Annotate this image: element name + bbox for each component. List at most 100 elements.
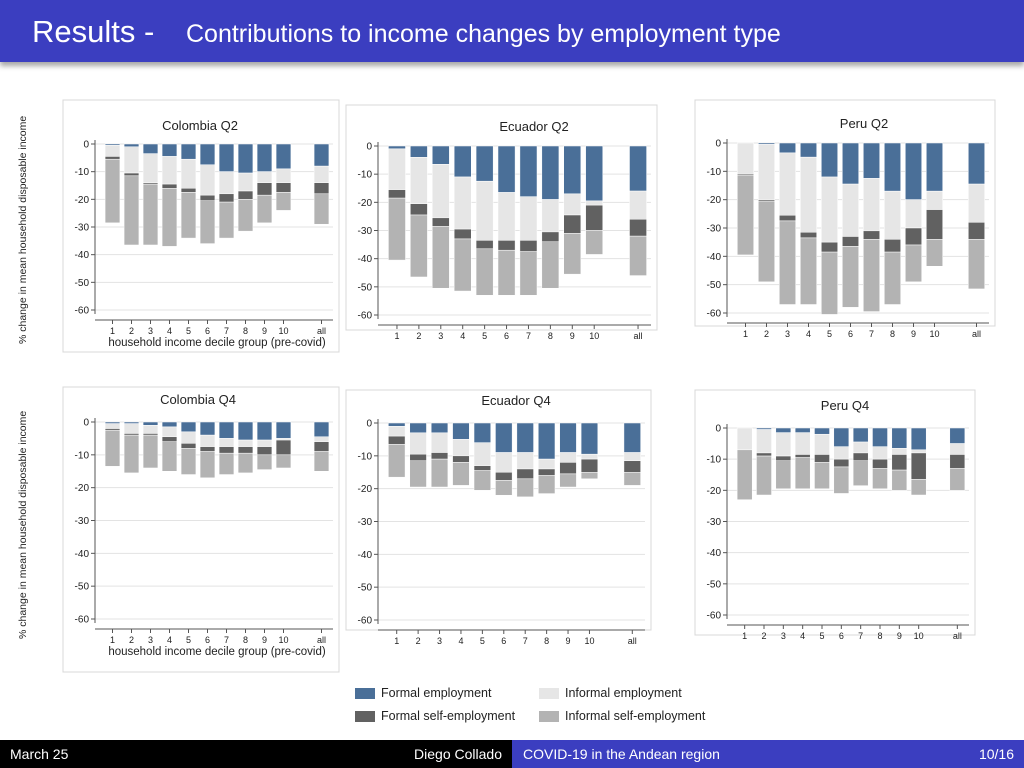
y-tick-label: -50: [75, 278, 90, 289]
bar-segment-formal-employment: [142, 143, 159, 154]
x-tick-label: 2: [416, 636, 421, 646]
bar-segment-informal-employment: [409, 432, 427, 455]
bar-segment-formal-employment: [563, 145, 582, 195]
x-tick-label: 10: [929, 329, 939, 339]
bar-segment-formal-employment: [475, 145, 494, 182]
y-tick-label: -60: [358, 311, 373, 322]
x-tick-label: 2: [129, 326, 134, 336]
bar-segment-formal-employment: [161, 143, 178, 157]
bar-segment-formal-employment: [794, 427, 811, 433]
bar-segment-informal-employment: [629, 190, 647, 220]
bar-segment-informal-employment: [905, 199, 922, 229]
bar-segment-formal-employment: [516, 422, 534, 453]
bar-segment-formal-self-employment: [559, 462, 577, 475]
bar-segment-formal-self-employment: [180, 188, 197, 193]
bar-segment-formal-self-employment: [842, 236, 859, 247]
bar-segment-formal-self-employment: [800, 232, 817, 239]
bar-segment-informal-self-employment: [541, 241, 560, 289]
bar-segment-formal-employment: [495, 422, 513, 453]
bar-segment-informal-self-employment: [968, 239, 985, 290]
bar-segment-informal-employment: [313, 165, 330, 183]
legend: Formal employment Informal employment Fo…: [352, 682, 732, 732]
y-tick-label: -50: [358, 282, 373, 293]
bar-segment-formal-employment: [199, 143, 216, 165]
legend-swatch-formal-employment: [355, 687, 375, 699]
y-tick-label: -50: [75, 582, 90, 593]
legend-label: Formal employment: [381, 686, 492, 700]
y-tick-label: -20: [75, 195, 90, 206]
chart-panel-1: Colombia Q2 0 -10 -20 -30 -40 -50 -60 1 2 3 4 5 6 7 8 9 1…: [62, 99, 340, 353]
x-tick-label: 6: [848, 329, 853, 339]
bar-segment-formal-employment: [872, 427, 888, 447]
x-tick-label: 1: [743, 329, 748, 339]
y-tick-label: -50: [707, 579, 722, 590]
y-tick-label: 0: [83, 140, 89, 151]
x-tick-label: 8: [890, 329, 895, 339]
bar-segment-informal-employment: [833, 446, 850, 460]
bar-segment-formal-employment: [852, 427, 869, 443]
bar-segment-formal-employment: [123, 143, 140, 148]
bar-segment-informal-self-employment: [852, 460, 869, 486]
bar-segment-formal-employment: [218, 421, 235, 439]
bar-segment-informal-employment: [519, 196, 538, 241]
bar-segment-formal-self-employment: [872, 458, 888, 469]
legend-item-informal-self-employment: Informal self-employment: [539, 709, 705, 723]
bar-segment-informal-self-employment: [794, 457, 811, 490]
footer-author: Diego Collado: [414, 746, 502, 762]
bar-segment-formal-self-employment: [180, 443, 197, 449]
x-tick-label: 2: [764, 329, 769, 339]
bar-segment-informal-self-employment: [475, 248, 494, 296]
bar-segment-formal-employment: [833, 427, 850, 447]
x-tick-label: 4: [167, 326, 172, 336]
x-tick-label: all: [317, 635, 326, 645]
bar-segment-formal-employment: [814, 427, 830, 435]
y-tick-label: -20: [707, 486, 722, 497]
x-tick-label: 2: [129, 635, 134, 645]
bar-segment-formal-self-employment: [794, 454, 811, 458]
x-tick-label: 5: [819, 631, 824, 641]
bar-segment-informal-employment: [123, 146, 140, 174]
legend-label: Formal self-employment: [381, 709, 516, 723]
bar-segment-informal-employment: [199, 434, 216, 447]
bar-segment-formal-employment: [842, 142, 859, 185]
y-tick-label: -30: [75, 223, 90, 234]
y-tick-label: 0: [715, 424, 721, 435]
x-tick-label: 9: [262, 635, 267, 645]
bar-segment-informal-employment: [758, 144, 775, 200]
chart-title: Ecuador Q4: [481, 393, 550, 408]
bar-segment-formal-employment: [497, 145, 516, 193]
bar-segment-informal-self-employment: [256, 454, 273, 470]
bar-segment-formal-employment: [905, 142, 922, 200]
bar-segment-formal-employment: [256, 421, 273, 441]
legend-swatch-formal-self-employment: [355, 710, 375, 722]
bar-segment-formal-self-employment: [199, 446, 216, 452]
bar-segment-informal-self-employment: [313, 193, 330, 225]
bar-segment-informal-self-employment: [779, 220, 796, 305]
x-tick-label: all: [628, 636, 637, 646]
bar-segment-informal-employment: [218, 438, 235, 447]
bar-segment-informal-employment: [199, 164, 216, 196]
y-tick-label: -60: [707, 611, 722, 622]
bar-segment-informal-self-employment: [409, 460, 427, 488]
bar-segment-informal-employment: [814, 433, 830, 455]
footer-right: COVID-19 in the Andean region 10/16: [512, 740, 1024, 768]
x-tick-label: 10: [278, 326, 288, 336]
bar-segment-formal-employment: [313, 143, 330, 167]
bar-segment-informal-self-employment: [516, 478, 534, 498]
bar-segment-informal-self-employment: [180, 448, 197, 475]
bar-segment-informal-self-employment: [623, 472, 641, 486]
bar-segment-informal-self-employment: [497, 249, 516, 296]
bar-segment-informal-employment: [516, 452, 534, 470]
x-tick-label: 6: [205, 326, 210, 336]
x-tick-label: 4: [806, 329, 811, 339]
chart-title: Ecuador Q2: [499, 119, 568, 134]
bar-segment-informal-self-employment: [833, 466, 850, 494]
bar-segment-informal-employment: [910, 449, 927, 454]
x-tick-label: 6: [205, 635, 210, 645]
bar-segment-informal-self-employment: [758, 200, 775, 283]
bar-segment-formal-employment: [199, 421, 216, 436]
bar-segment-formal-self-employment: [313, 182, 330, 195]
bar-segment-informal-self-employment: [218, 201, 235, 239]
y-tick-label: 0: [83, 418, 89, 429]
bar-segment-informal-self-employment: [949, 468, 966, 491]
